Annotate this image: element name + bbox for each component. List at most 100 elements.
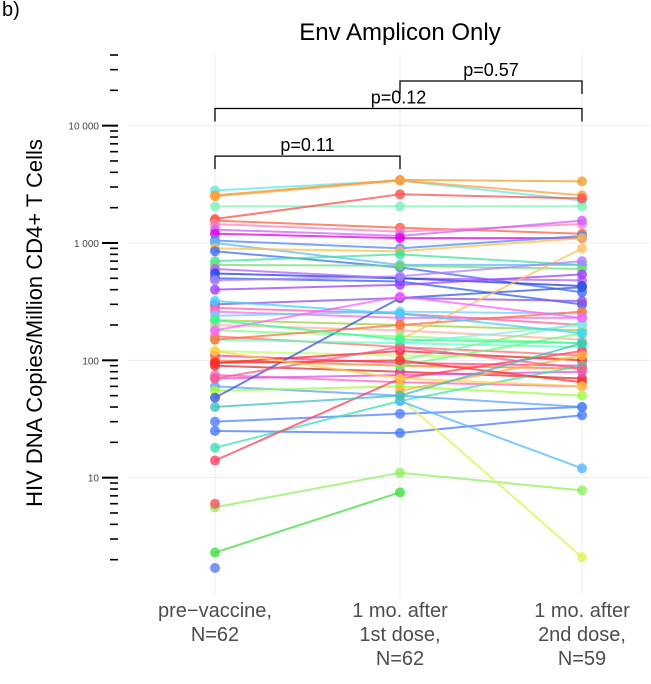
y-tick-label: 100 (82, 356, 99, 367)
series-segment (399, 332, 583, 367)
series-55 (210, 296, 587, 339)
series-56 (210, 256, 587, 286)
series-segment (399, 345, 583, 357)
series-segment (214, 345, 401, 380)
data-point (395, 487, 405, 498)
series-segment (399, 364, 583, 370)
series-segment (399, 396, 583, 558)
x-tick-label-line: N=59 (558, 648, 606, 670)
series-4 (210, 189, 587, 225)
series-61 (210, 338, 587, 413)
data-point (395, 355, 405, 366)
series-segment (214, 329, 401, 338)
data-point (577, 296, 587, 307)
data-point (395, 428, 405, 439)
data-point (577, 215, 587, 226)
data-point (210, 191, 220, 202)
data-point (395, 271, 405, 282)
series-segment (214, 319, 401, 326)
series-segment (399, 264, 583, 271)
series-segment (214, 310, 401, 319)
data-point (577, 328, 587, 339)
data-point (210, 201, 220, 212)
data-point (577, 363, 587, 374)
data-point (577, 552, 587, 563)
series-segment (399, 193, 583, 200)
comparison-bracket (214, 107, 583, 122)
series-segment (399, 179, 583, 197)
data-point (395, 334, 405, 345)
data-point (577, 256, 587, 267)
series-segment (399, 342, 583, 348)
data-point (577, 350, 587, 361)
series-segment (214, 319, 401, 341)
series-segment (214, 385, 401, 392)
series-segment (399, 286, 583, 299)
series-segment (214, 412, 401, 423)
panel-tag: b) (2, 0, 20, 21)
data-point (210, 385, 220, 396)
x-tick-label-line: pre−vaccine, (158, 600, 272, 622)
data-point (577, 381, 587, 392)
series-segment (214, 324, 401, 332)
series-segment (399, 350, 583, 362)
data-point (210, 373, 220, 384)
series-43 (210, 487, 405, 558)
series-layer (210, 174, 587, 573)
data-point (577, 485, 587, 496)
data-point (395, 249, 405, 260)
series-segment (399, 234, 583, 250)
series-39 (210, 410, 587, 439)
series-segment (399, 237, 583, 253)
series-segment (214, 179, 401, 198)
series-segment (214, 338, 401, 345)
series-41 (210, 346, 587, 466)
series-segment (214, 232, 401, 240)
y-axis-label: HIV DNA Copies/Million CD4+ T Cells (22, 139, 47, 507)
series-segment (214, 297, 401, 399)
series-segment (399, 370, 583, 380)
data-point (210, 246, 220, 257)
data-point (395, 279, 405, 290)
comparison-bracket (399, 80, 583, 95)
series-segment (214, 241, 401, 266)
series-segment (399, 247, 583, 341)
data-point (577, 410, 587, 421)
comparison-0: p=0.11 (214, 135, 401, 170)
x-tick-label-line: 1 mo. after (352, 600, 448, 622)
data-point (577, 233, 587, 244)
series-segment (399, 277, 583, 287)
y-tick-label: 10 000 (68, 122, 99, 133)
chart-title: Env Amplicon Only (299, 19, 500, 46)
data-point (210, 296, 220, 307)
series-51 (210, 498, 220, 509)
series-segment (399, 312, 583, 335)
x-tick-label-line: N=62 (376, 648, 424, 670)
comparison-bracket (214, 155, 401, 170)
data-point (395, 373, 405, 384)
series-segment (399, 260, 583, 278)
data-point (395, 260, 405, 271)
data-point (577, 312, 587, 323)
series-52 (210, 562, 220, 573)
data-point (210, 416, 220, 427)
data-point (577, 320, 587, 330)
series-segment (214, 373, 401, 380)
series-segment (214, 429, 401, 435)
series-18 (210, 269, 587, 295)
series-segment (399, 471, 583, 492)
data-point (577, 193, 587, 204)
comparison-1: p=0.12 (214, 87, 583, 122)
series-segment (214, 364, 401, 373)
data-point (210, 275, 220, 286)
series-segment (214, 193, 401, 221)
data-point (395, 233, 405, 244)
x-tick-label: pre−vaccine, N=62 (158, 600, 272, 646)
data-point (395, 175, 405, 186)
series-53 (210, 341, 587, 384)
series-segment (214, 377, 401, 462)
series-segment (214, 385, 401, 397)
series-segment (214, 400, 401, 449)
series-segment (214, 373, 401, 384)
